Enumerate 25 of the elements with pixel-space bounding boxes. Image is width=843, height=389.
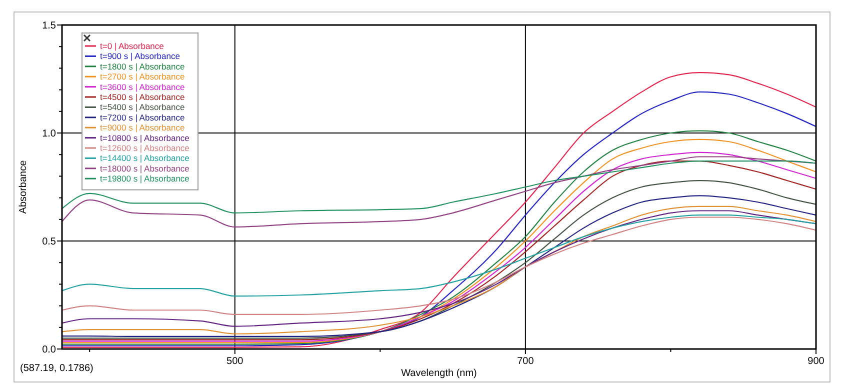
legend-label: t=4500 s | Absorbance [100, 92, 185, 102]
y-tick-label: 0.5 [42, 236, 56, 248]
y-tick-label: 1.5 [42, 20, 56, 32]
legend-label: t=7200 s | Absorbance [100, 112, 185, 122]
legend-label: t=0 | Absorbance [100, 41, 164, 51]
x-tick-label: 700 [517, 356, 534, 367]
legend-label: t=3600 s | Absorbance [100, 82, 185, 92]
y-axis-title: Absorbance [18, 160, 29, 214]
y-tick-label: 1.0 [42, 128, 56, 140]
legend-label: t=9000 s | Absorbance [100, 122, 185, 133]
x-axis-title: Wavelength (nm) [401, 368, 477, 379]
legend-label: t=5400 s | Absorbance [100, 102, 185, 112]
line-series [61, 160, 817, 214]
y-tick-label: 0.0 [42, 344, 56, 356]
text: (587.19, 0.1786) [20, 363, 94, 374]
legend-label: t=10800 s | Absorbance [100, 132, 190, 143]
legend-label: t=18000 s | Absorbance [100, 163, 190, 174]
legend-label: t=900 s | Absorbance [100, 51, 180, 62]
legend-label: t=2700 s | Absorbance [100, 72, 185, 82]
legend-label: t=1800 s | Absorbance [100, 61, 185, 72]
legend-label: t=12600 s | Absorbance [100, 143, 190, 153]
x-tick-label: 500 [226, 356, 244, 367]
legend-label: t=14400 s | Absorbance [100, 153, 190, 164]
legend-label: t=19800 s | Absorbance [100, 174, 190, 184]
x-tick-label: 900 [808, 356, 825, 367]
